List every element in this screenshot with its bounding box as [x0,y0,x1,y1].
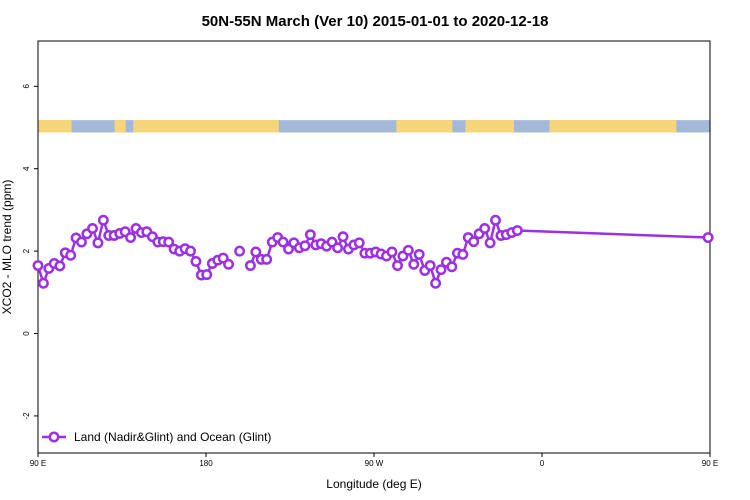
data-point [244,260,256,271]
data-point [457,248,469,260]
data-point [337,231,349,243]
x-tick-label: 90 E [702,459,718,468]
y-tick-label: 6 [22,84,31,89]
series-layer [32,214,714,289]
data-point [299,240,311,252]
x-axis-label: Longitude (deg E) [326,477,421,491]
data-point [468,236,480,248]
data-point [413,248,425,260]
x-tick-label: 180 [199,459,213,468]
land-segment [114,120,126,133]
land-segment [396,120,453,133]
data-point [277,236,289,248]
x-axis: 90 E 180 90 W 0 90 E [30,453,718,468]
data-point [304,229,316,241]
y-axis: -2 0 2 4 6 [22,84,38,420]
data-point [223,258,235,270]
data-point [392,260,403,271]
data-point [201,269,213,281]
data-point [490,214,501,226]
y-tick-label: 0 [22,331,31,336]
data-point [511,225,523,236]
data-point [92,237,104,249]
data-point [424,260,436,271]
data-point [702,232,714,243]
data-point [484,237,496,249]
data-point [87,223,98,234]
data-point [37,277,49,289]
data-point [386,246,398,258]
land-segment [38,120,72,133]
data-point [125,232,137,243]
legend-label: Land (Nadir&Glint) and Ocean (Glint) [74,430,271,444]
x-tick-label: 0 [540,459,545,468]
y-tick-label: 2 [22,248,31,253]
x-tick-label: 90 W [365,459,384,468]
data-point [402,244,414,256]
data-point [332,242,344,254]
land-ocean-band [38,120,710,133]
data-point [54,260,66,272]
land-segment [549,120,677,133]
chart-title: 50N-55N March (Ver 10) 2015-01-01 to 202… [202,13,549,30]
data-point [76,236,87,248]
legend: Land (Nadir&Glint) and Ocean (Glint) [42,430,271,444]
data-point [234,245,246,257]
data-point [32,260,44,271]
data-point [353,237,365,249]
data-point [190,255,202,267]
land-segment [465,120,514,133]
data-point [479,223,491,234]
x-tick-label: 90 E [30,459,46,468]
legend-marker [48,431,60,443]
data-point [408,258,420,270]
y-tick-label: -2 [22,412,31,420]
data-point [430,277,442,289]
data-point [261,253,273,265]
y-tick-label: 4 [22,166,31,171]
land-segment [133,120,279,133]
data-point [435,264,447,276]
data-point [185,245,196,257]
data-point [250,246,262,258]
data-point [65,249,77,261]
y-axis-label: XCO2 - MLO trend (ppm) [0,180,14,315]
data-point [97,214,109,226]
data-point [446,261,458,273]
data-point [163,236,175,248]
